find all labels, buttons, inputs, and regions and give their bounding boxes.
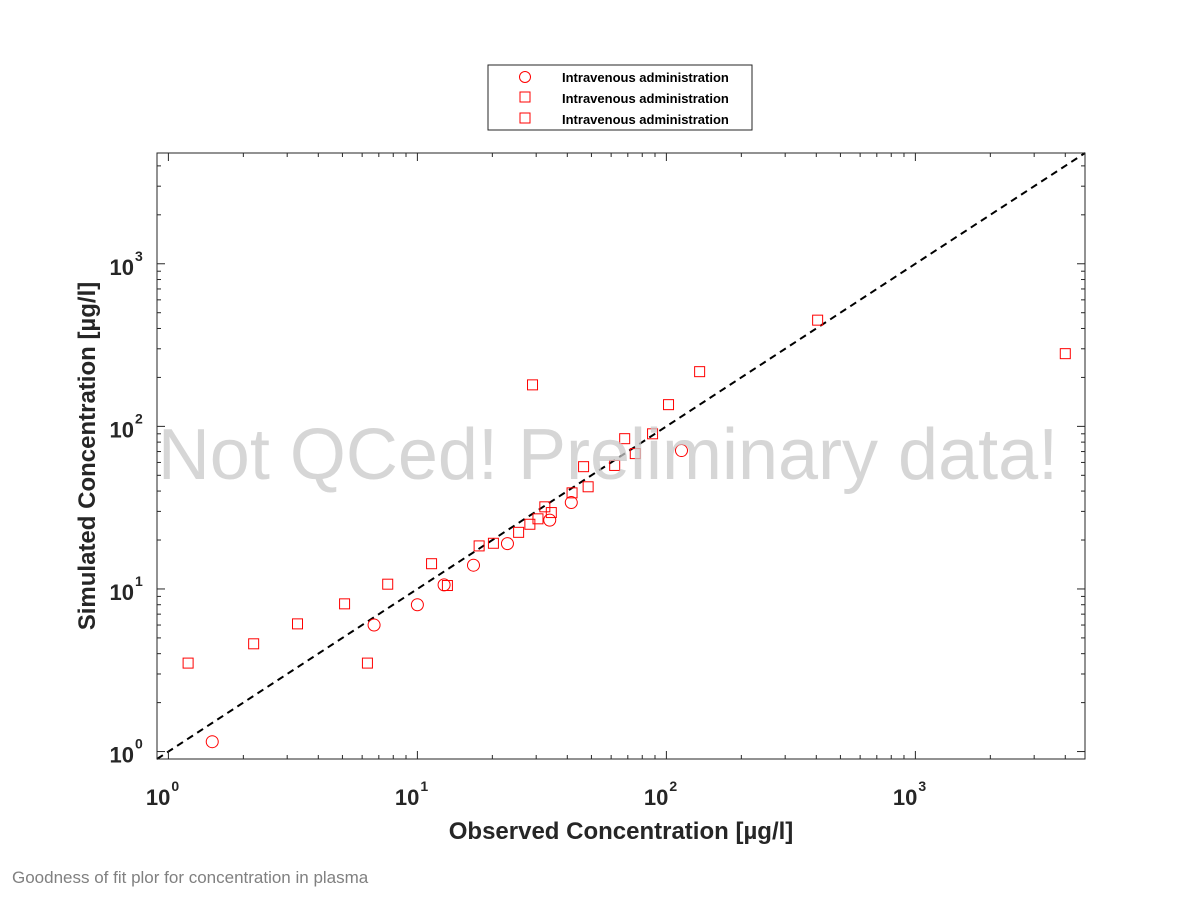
x-tick-exponent: 3 bbox=[918, 778, 926, 794]
y-tick-exponent: 3 bbox=[135, 248, 143, 264]
identity-line bbox=[156, 152, 1086, 760]
x-tick-label: 10 bbox=[146, 785, 170, 810]
data-point-square bbox=[532, 513, 544, 525]
data-point-square bbox=[629, 448, 641, 460]
data-point-square bbox=[582, 481, 594, 493]
legend-label: Intravenous administration bbox=[562, 112, 729, 127]
data-point-square bbox=[545, 507, 557, 519]
y-tick-exponent: 0 bbox=[135, 736, 143, 752]
x-tick-exponent: 2 bbox=[669, 778, 677, 794]
data-point-square bbox=[694, 366, 706, 378]
data-point-square bbox=[513, 526, 525, 538]
legend-box bbox=[487, 64, 753, 131]
legend: Intravenous administration Intravenous a… bbox=[487, 64, 753, 131]
data-point-square bbox=[382, 578, 394, 590]
legend-label: Intravenous administration bbox=[562, 70, 729, 85]
data-point-square bbox=[361, 657, 373, 669]
x-tick-exponent: 0 bbox=[171, 778, 179, 794]
watermark: Not QCed! Preliminary data! bbox=[158, 415, 1058, 495]
tick-labels: 10 0 10 1 10 2 10 310 010 110 210 3 bbox=[110, 248, 927, 810]
data-point-square bbox=[487, 537, 499, 549]
data-markers bbox=[182, 314, 1071, 749]
legend-label: Intravenous administration bbox=[562, 91, 729, 106]
data-point-circle bbox=[500, 537, 514, 551]
data-point-circle bbox=[564, 496, 578, 510]
x-axis-label: Observed Concentration [µg/l] bbox=[449, 818, 794, 845]
data-point-square bbox=[663, 399, 675, 411]
data-point-square bbox=[609, 459, 621, 471]
data-point-circle bbox=[367, 618, 381, 632]
y-axis-label: Simulated Concentration [µg/l] bbox=[74, 282, 101, 631]
data-point-square bbox=[339, 598, 351, 610]
data-point-square bbox=[566, 487, 578, 499]
y-tick-label: 10 bbox=[110, 743, 134, 768]
x-tick-label: 10 bbox=[395, 785, 419, 810]
data-point-square bbox=[473, 540, 485, 552]
plot-frame bbox=[156, 152, 1086, 760]
data-point-square bbox=[182, 657, 194, 669]
legend-marker-circle bbox=[519, 71, 531, 83]
legend-marker-square bbox=[519, 91, 531, 103]
data-point-square bbox=[292, 618, 304, 630]
axis-ticks bbox=[156, 153, 1085, 760]
data-point-square bbox=[812, 314, 824, 326]
data-point-square bbox=[426, 558, 438, 570]
data-point-circle bbox=[466, 558, 480, 572]
data-point-square bbox=[1059, 348, 1071, 360]
data-point-square bbox=[441, 580, 453, 592]
data-point-circle bbox=[205, 735, 219, 749]
x-tick-label: 10 bbox=[893, 785, 917, 810]
y-tick-label: 10 bbox=[110, 417, 134, 442]
data-point-square bbox=[647, 428, 659, 440]
y-tick-label: 10 bbox=[110, 580, 134, 605]
y-tick-exponent: 1 bbox=[135, 573, 143, 589]
data-point-circle bbox=[674, 444, 688, 458]
data-point-square bbox=[539, 501, 551, 513]
y-tick-label: 10 bbox=[110, 255, 134, 280]
legend-marker-square bbox=[519, 112, 531, 124]
data-point-square bbox=[527, 379, 539, 391]
data-point-square bbox=[619, 433, 631, 445]
figure-caption: Goodness of fit plor for concentration i… bbox=[12, 868, 369, 887]
y-tick-exponent: 2 bbox=[135, 410, 143, 426]
x-tick-label: 10 bbox=[644, 785, 668, 810]
data-point-square bbox=[248, 638, 260, 650]
data-point-circle bbox=[543, 513, 557, 527]
x-tick-exponent: 1 bbox=[420, 778, 428, 794]
data-point-square bbox=[578, 461, 590, 473]
data-point-circle bbox=[410, 598, 424, 612]
